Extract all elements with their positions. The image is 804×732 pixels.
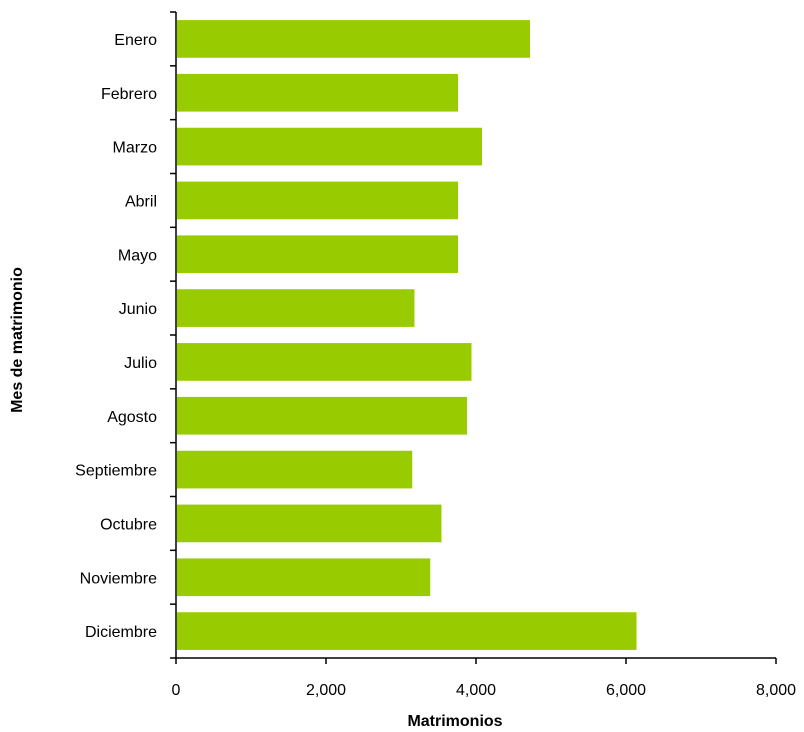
- y-tick-label: Septiembre: [75, 463, 157, 480]
- y-tick-label: Mayo: [118, 247, 157, 264]
- bar-marzo: [177, 127, 482, 166]
- x-tick-label: 0: [172, 682, 181, 699]
- y-axis: Enero Febrero Marzo Abril Mayo Junio Julio Agos…: [75, 11, 177, 659]
- x-tick-label: 2,000: [306, 682, 346, 699]
- y-tick-label: Marzo: [113, 140, 158, 157]
- x-tick-label: 6,000: [606, 682, 646, 699]
- y-tick-label: Junio: [119, 301, 157, 318]
- x-axis: 0 2,000 4,000 6,000 8,000: [172, 657, 796, 699]
- bar-enero: [177, 20, 530, 58]
- bar-julio: [177, 343, 472, 381]
- y-axis-title: Mes de matrimonio: [9, 267, 26, 413]
- bar-diciembre: [177, 612, 637, 650]
- bar-junio: [177, 289, 415, 327]
- bar-septiembre: [177, 450, 413, 489]
- y-tick-label: Febrero: [101, 86, 157, 103]
- y-tick-label: Diciembre: [85, 624, 157, 641]
- bar-abril: [177, 181, 458, 220]
- y-tick-label: Octubre: [100, 516, 157, 533]
- x-axis-title: Matrimonios: [407, 713, 502, 730]
- bar-noviembre: [177, 558, 431, 597]
- bar-agosto: [177, 396, 467, 435]
- bar-febrero: [177, 73, 458, 112]
- y-tick-label: Abril: [125, 193, 157, 210]
- bar-mayo: [177, 235, 458, 274]
- y-tick-label: Enero: [114, 32, 157, 49]
- y-tick-label: Noviembre: [80, 570, 157, 587]
- y-tick-label: Agosto: [107, 409, 157, 426]
- x-tick-label: 4,000: [456, 682, 496, 699]
- x-tick-label: 8,000: [756, 682, 796, 699]
- bar-octubre: [177, 504, 442, 543]
- bars: [177, 20, 637, 650]
- y-tick-label: Julio: [124, 355, 157, 372]
